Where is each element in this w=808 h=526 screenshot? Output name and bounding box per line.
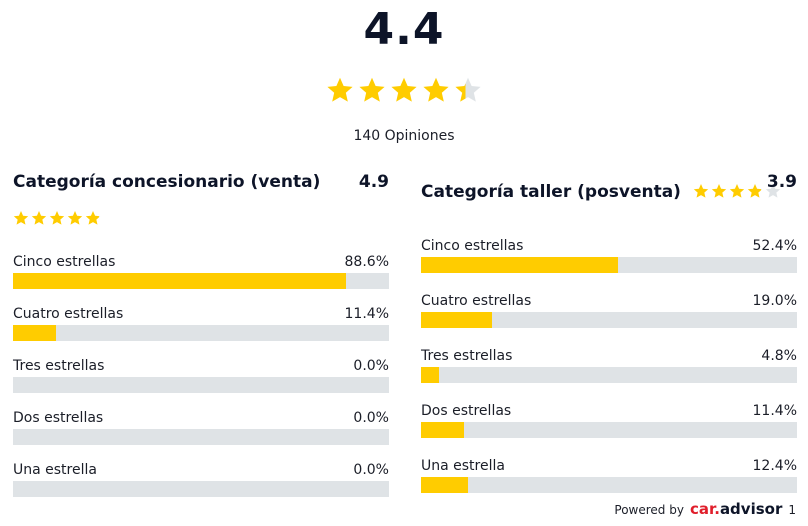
- rating-row: Cuatro estrellas 11.4%: [13, 306, 389, 358]
- star-icon: [765, 183, 781, 199]
- star-icon: [729, 183, 745, 199]
- sales-category-stars: [13, 210, 389, 226]
- sales-distribution: Cinco estrellas 88.6% Cuatro estrellas 11.4…: [13, 254, 389, 514]
- workshop-category-panel: Categoría taller (posventa) 3.9 Cinco es…: [421, 172, 797, 493]
- rating-row: Una estrella 12.4%: [421, 458, 797, 513]
- sales-category-panel: Categoría concesionario (venta) 4.9 Cinc…: [13, 172, 389, 497]
- star-icon: [693, 183, 709, 199]
- star-icon: [747, 183, 763, 199]
- rating-bar-fill: [13, 273, 347, 289]
- overall-score: 4.4: [363, 4, 445, 55]
- rating-row-percent: 11.4%: [752, 403, 797, 419]
- rating-row-percent: 12.4%: [752, 458, 797, 474]
- caradvisor-logo[interactable]: car.advisor: [689, 500, 783, 518]
- sales-category-title: Categoría concesionario (venta): [13, 172, 321, 192]
- rating-row-label: Cinco estrellas: [421, 238, 524, 254]
- rating-row-percent: 0.0%: [353, 462, 389, 478]
- rating-row-percent: 4.8%: [761, 348, 797, 364]
- rating-row-percent: 52.4%: [752, 238, 797, 254]
- star-icon: [31, 210, 47, 226]
- star-icon: [454, 76, 482, 104]
- star-icon: [711, 183, 727, 199]
- rating-row-label: Cuatro estrellas: [421, 293, 532, 309]
- rating-bar-track: [421, 477, 797, 493]
- review-count: 140 Opiniones: [353, 128, 455, 144]
- star-icon: [13, 210, 29, 226]
- rating-row-percent: 11.4%: [344, 306, 389, 322]
- powered-by-footer: Powered by car.advisor 1: [614, 500, 796, 518]
- rating-bar-fill: [421, 367, 440, 383]
- rating-bar-fill: [421, 312, 493, 328]
- star-icon: [326, 76, 354, 104]
- rating-row: Cinco estrellas 52.4%: [421, 238, 797, 293]
- powered-by-label: Powered by: [614, 503, 684, 517]
- star-icon: [49, 210, 65, 226]
- star-icon: [390, 76, 418, 104]
- rating-bar-track: [421, 422, 797, 438]
- rating-row-label: Cuatro estrellas: [13, 306, 124, 322]
- rating-bar-track: [13, 377, 389, 393]
- rating-row-label: Tres estrellas: [13, 358, 105, 374]
- rating-bar-track: [13, 325, 389, 341]
- rating-bar-track: [421, 367, 797, 383]
- workshop-category-title: Categoría taller (posventa): [421, 182, 681, 202]
- rating-row: Dos estrellas 11.4%: [421, 403, 797, 458]
- star-icon: [422, 76, 450, 104]
- rating-bar-fill: [421, 422, 464, 438]
- rating-bar-track: [421, 257, 797, 273]
- rating-bar-track: [13, 429, 389, 445]
- rating-row-label: Una estrella: [13, 462, 97, 478]
- brand-suffix: 1: [788, 503, 796, 517]
- star-icon: [67, 210, 83, 226]
- workshop-distribution: Cinco estrellas 52.4% Cuatro estrellas 19.0…: [421, 238, 797, 513]
- rating-row-percent: 19.0%: [752, 293, 797, 309]
- rating-row-label: Una estrella: [421, 458, 505, 474]
- rating-row-label: Cinco estrellas: [13, 254, 116, 270]
- rating-row-percent: 0.0%: [353, 410, 389, 426]
- rating-row-percent: 0.0%: [353, 358, 389, 374]
- rating-row: Tres estrellas 4.8%: [421, 348, 797, 403]
- rating-row-label: Dos estrellas: [13, 410, 104, 426]
- workshop-category-score: 3.9: [766, 172, 797, 192]
- rating-bar-fill: [421, 257, 619, 273]
- star-icon: [358, 76, 386, 104]
- rating-bar-track: [13, 273, 389, 289]
- rating-row: Dos estrellas 0.0%: [13, 410, 389, 462]
- rating-bar-fill: [421, 477, 468, 493]
- rating-row-percent: 88.6%: [344, 254, 389, 270]
- workshop-category-stars: [693, 183, 781, 199]
- overall-stars: [0, 76, 808, 104]
- star-icon: [85, 210, 101, 226]
- rating-row: Tres estrellas 0.0%: [13, 358, 389, 410]
- rating-row: Cuatro estrellas 19.0%: [421, 293, 797, 348]
- rating-row: Cinco estrellas 88.6%: [13, 254, 389, 306]
- rating-row-label: Dos estrellas: [421, 403, 512, 419]
- rating-row-label: Tres estrellas: [421, 348, 513, 364]
- sales-category-score: 4.9: [358, 172, 389, 192]
- rating-bar-track: [421, 312, 797, 328]
- rating-bar-fill: [13, 325, 56, 341]
- rating-bar-track: [13, 481, 389, 497]
- rating-row: Una estrella 0.0%: [13, 462, 389, 514]
